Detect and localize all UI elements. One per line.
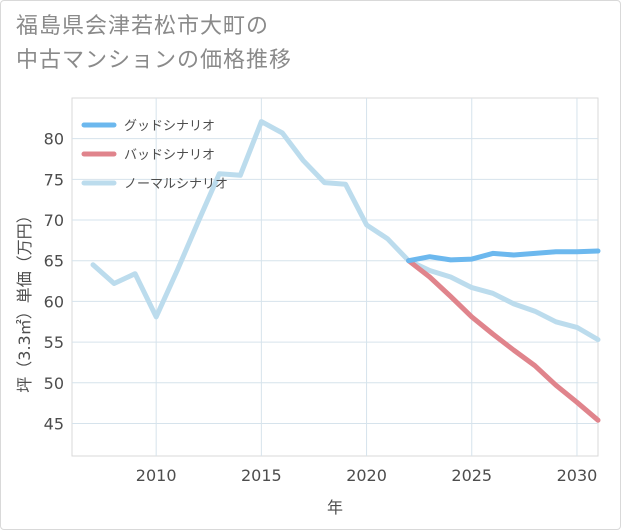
chart-title-line-2: 中古マンションの価格推移 (16, 48, 293, 73)
y-tick-label: 70 (44, 211, 64, 230)
x-axis-title: 年 (327, 498, 343, 517)
y-tick-label: 80 (44, 130, 64, 149)
chart-title: 福島県会津若松市大町の 中古マンションの価格推移 (16, 10, 292, 78)
y-tick-label: 50 (44, 374, 64, 393)
legend-label-2: ノーマルシナリオ (124, 177, 228, 192)
x-tick-label: 2020 (346, 466, 387, 485)
x-tick-labels: 2010 2015 2020 2025 2030 (136, 466, 598, 485)
x-tick-label: 2030 (557, 466, 598, 485)
x-tick-label: 2025 (451, 466, 492, 485)
y-tick-label: 55 (44, 333, 64, 352)
y-axis-title: 坪（3.3㎡）単価（万円） (15, 207, 34, 392)
series-line-0 (406, 248, 601, 264)
legend-label-0: グッドシナリオ (124, 119, 215, 134)
legend-label-1: バッドシナリオ (124, 148, 215, 163)
y-tick-label: 45 (44, 414, 64, 433)
y-tick-label: 75 (44, 170, 64, 189)
x-tick-label: 2015 (241, 466, 282, 485)
y-tick-label: 60 (44, 292, 64, 311)
series-lines (90, 119, 601, 423)
chart-title-line-1: 福島県会津若松市大町の (16, 14, 270, 39)
series-line-1 (406, 258, 601, 423)
series-line-2 (90, 119, 601, 343)
x-tick-label: 2010 (136, 466, 177, 485)
gridlines (72, 98, 598, 456)
y-tick-labels: 45 50 55 60 65 70 75 80 (44, 130, 64, 434)
plot-area (71, 97, 599, 457)
y-tick-label: 65 (44, 252, 64, 271)
